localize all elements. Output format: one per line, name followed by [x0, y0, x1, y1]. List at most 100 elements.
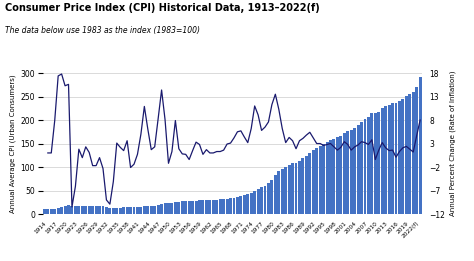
Bar	[305, 156, 308, 214]
Bar	[326, 143, 328, 214]
Bar	[332, 139, 336, 214]
Bar	[370, 113, 374, 214]
Bar	[126, 207, 128, 214]
Bar	[315, 148, 318, 214]
Bar	[298, 161, 301, 214]
Bar	[405, 96, 408, 214]
Bar	[260, 187, 263, 214]
Bar	[205, 200, 208, 214]
Bar	[46, 209, 49, 214]
Bar	[256, 189, 260, 214]
Bar	[364, 119, 366, 214]
Bar	[115, 208, 118, 214]
Bar	[50, 209, 53, 214]
Text: The data below use 1983 as the index (1983=100): The data below use 1983 as the index (19…	[5, 26, 200, 35]
Bar	[181, 201, 184, 214]
Bar	[322, 144, 325, 214]
Bar	[377, 111, 380, 214]
Y-axis label: Annual Average CPI (Urban Consumers): Annual Average CPI (Urban Consumers)	[10, 74, 16, 213]
Bar	[153, 206, 156, 214]
Bar	[226, 199, 228, 214]
Bar	[336, 138, 339, 214]
Bar	[384, 106, 387, 214]
Bar	[139, 207, 142, 214]
Bar	[264, 186, 266, 214]
Bar	[398, 101, 401, 214]
Bar	[119, 207, 122, 214]
Bar	[391, 103, 394, 214]
Bar	[319, 146, 322, 214]
Bar	[105, 207, 108, 214]
Bar	[394, 103, 398, 214]
Bar	[195, 201, 198, 214]
Bar	[246, 194, 249, 214]
Bar	[253, 191, 256, 214]
Bar	[67, 205, 70, 214]
Bar	[71, 206, 73, 214]
Bar	[191, 201, 194, 214]
Bar	[353, 128, 356, 214]
Bar	[219, 199, 222, 214]
Bar	[101, 206, 104, 214]
Text: Consumer Price Index (CPI) Historical Data, 1913–2022(f): Consumer Price Index (CPI) Historical Da…	[5, 3, 319, 13]
Bar	[243, 195, 246, 214]
Bar	[274, 175, 277, 214]
Bar	[198, 200, 201, 214]
Bar	[84, 206, 87, 214]
Bar	[419, 76, 421, 214]
Bar	[171, 203, 173, 214]
Bar	[401, 99, 404, 214]
Bar	[81, 206, 84, 214]
Bar	[129, 207, 132, 214]
Bar	[388, 105, 391, 214]
Bar	[281, 169, 284, 214]
Bar	[360, 122, 363, 214]
Bar	[174, 202, 177, 214]
Bar	[177, 201, 180, 214]
Bar	[236, 197, 239, 214]
Bar	[233, 198, 236, 214]
Bar	[343, 133, 346, 214]
Bar	[146, 206, 149, 214]
Bar	[367, 117, 370, 214]
Bar	[212, 200, 215, 214]
Bar	[301, 158, 304, 214]
Bar	[143, 206, 146, 214]
Bar	[60, 207, 63, 214]
Bar	[160, 204, 163, 214]
Y-axis label: Annual Percent Change (Rate of Inflation): Annual Percent Change (Rate of Inflation…	[449, 71, 456, 216]
Bar	[374, 113, 377, 214]
Bar	[215, 200, 218, 214]
Bar	[346, 131, 349, 214]
Bar	[57, 208, 60, 214]
Bar	[164, 203, 166, 214]
Bar	[184, 201, 187, 214]
Bar	[222, 199, 225, 214]
Bar	[74, 206, 77, 214]
Bar	[98, 206, 101, 214]
Bar	[122, 207, 125, 214]
Bar	[356, 125, 360, 214]
Bar	[329, 140, 332, 214]
Bar	[91, 206, 94, 214]
Bar	[267, 183, 270, 214]
Bar	[350, 129, 353, 214]
Bar	[109, 207, 111, 214]
Bar	[415, 87, 418, 214]
Bar	[43, 209, 46, 214]
Bar	[88, 206, 91, 214]
Bar	[188, 201, 191, 214]
Bar	[408, 94, 411, 214]
Bar	[209, 200, 211, 214]
Bar	[150, 206, 153, 214]
Bar	[381, 108, 383, 214]
Bar	[294, 163, 298, 214]
Bar	[271, 180, 273, 214]
Bar	[284, 167, 287, 214]
Bar	[291, 163, 294, 214]
Bar	[157, 205, 160, 214]
Bar	[64, 206, 66, 214]
Bar	[309, 153, 311, 214]
Bar	[136, 207, 139, 214]
Bar	[239, 196, 242, 214]
